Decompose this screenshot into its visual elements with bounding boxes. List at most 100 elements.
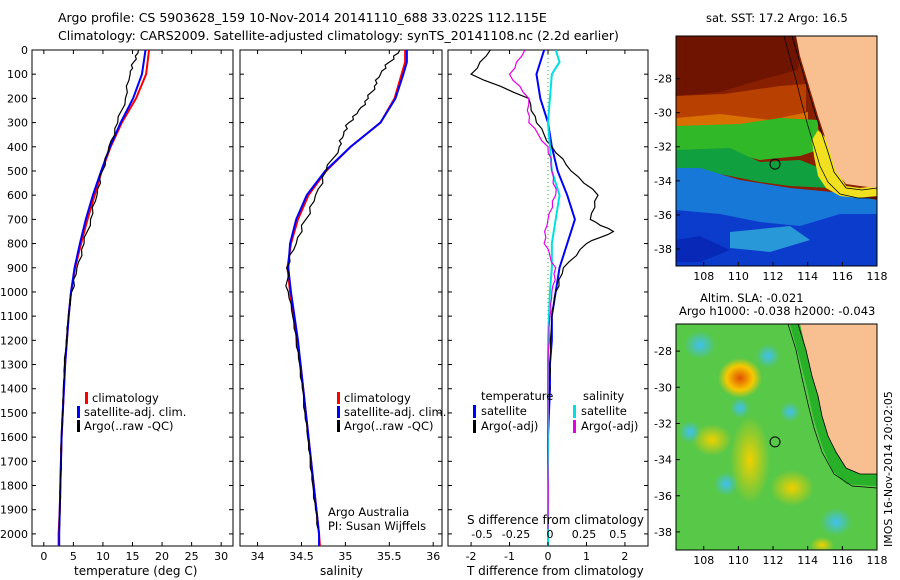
map-y-tick-label: -36: [654, 490, 672, 503]
temperature-xlabel: temperature (deg C): [74, 564, 197, 578]
depth-axis: 0 100 200 300 400 500 600 700 800 900 1000 1100 1200…: [0, 44, 648, 541]
legend-swatch-t-argo: [473, 420, 476, 433]
legend-label-climatology: climatology: [344, 391, 411, 405]
sst-float-marker: [769, 158, 781, 170]
map-x-tick-label: 108: [693, 270, 714, 283]
depth-tick-label: 1500: [0, 407, 28, 420]
temperature-legend: climatology satellite-adj. clim. Argo(..…: [77, 391, 186, 433]
map-x-tick-label: 108: [693, 554, 714, 567]
sla-map-image: [676, 324, 877, 550]
legend-swatch-satellite: [337, 406, 340, 418]
series-line-salinity-argo-adj-: [508, 50, 557, 530]
legend-label-argo: Argo(..raw -QC): [84, 419, 174, 433]
difference-top-title: S difference from climatology: [467, 513, 644, 527]
legend-label-argo: Argo(..raw -QC): [344, 419, 434, 433]
sla-float-marker: [769, 436, 781, 448]
depth-tick-label: 1400: [0, 383, 28, 396]
header-line-2: Climatology: CARS2009. Satellite-adjuste…: [58, 28, 619, 43]
sla-map-title: Altim. SLA: -0.021: [700, 291, 804, 305]
legend-label-climatology: climatology: [92, 391, 159, 405]
x-tick-label: 34: [251, 550, 265, 563]
top-x-tick-label: -0.25: [502, 528, 530, 541]
map-x-tick-label: 112: [763, 554, 784, 567]
x-tick-label: 15: [126, 550, 140, 563]
legend-title-salinity: salinity: [583, 389, 624, 403]
map-x-tick-label: 114: [797, 270, 818, 283]
series-line-argo-raw-qc-: [285, 50, 401, 530]
series-line-satellite-adj-clim-: [287, 50, 408, 546]
map-y-tick-label: -38: [654, 243, 672, 256]
map-x-tick-label: 116: [832, 554, 853, 567]
depth-tick-label: 0: [21, 44, 28, 57]
x-tick-label: 35.5: [377, 550, 402, 563]
depth-tick-label: 1300: [0, 359, 28, 372]
legend-label-satellite: satellite-adj. clim.: [84, 405, 186, 419]
x-tick-label: 36: [426, 550, 440, 563]
temperature-panel-frame: [31, 49, 234, 547]
legend-label-s-satellite: satellite: [581, 404, 627, 418]
legend-swatch-argo: [77, 420, 80, 432]
depth-tick-label: 400: [7, 141, 28, 154]
legend-swatch-satellite: [77, 406, 80, 418]
legend-swatch-s-argo: [573, 420, 576, 433]
series-line-salinity-satellite: [546, 50, 561, 546]
map-x-tick-label: 114: [797, 554, 818, 567]
map-y-tick-label: -32: [654, 141, 672, 154]
difference-xlabel: T difference from climatology: [466, 564, 644, 578]
header-line-1: Argo profile: CS 5903628_159 10-Nov-2014…: [58, 10, 547, 25]
x-tick-label: 30: [214, 550, 228, 563]
depth-tick-label: 900: [7, 262, 28, 275]
map-y-tick-label: -34: [654, 175, 672, 188]
top-x-tick-label: 0.25: [572, 528, 597, 541]
top-x-tick-label: 0: [547, 528, 554, 541]
sla-map-subtitle: Argo h1000: -0.038 h2000: -0.043: [679, 304, 875, 318]
difference-legend: temperature satellite Argo(-adj) salinit…: [473, 389, 638, 433]
legend-label-satellite: satellite-adj. clim.: [344, 405, 446, 419]
map-x-tick-label: 118: [867, 270, 888, 283]
difference-x-axis: -2 -1 0 1 2 -0.5 -0.25 0 0.25 0.5: [466, 50, 628, 563]
legend-title-temperature: temperature: [481, 389, 553, 403]
map-y-tick-label: -28: [654, 345, 672, 358]
depth-tick-label: 800: [7, 238, 28, 251]
legend-label-t-satellite: satellite: [481, 404, 527, 418]
x-tick-label: -2: [466, 550, 477, 563]
map-x-tick-label: 112: [763, 270, 784, 283]
map-y-tick-label: -30: [654, 107, 672, 120]
sst-map-title: sat. SST: 17.2 Argo: 16.5: [706, 11, 848, 25]
depth-tick-label: 1800: [0, 480, 28, 493]
temperature-plot: [57, 50, 151, 546]
map-x-tick-label: 116: [832, 270, 853, 283]
depth-tick-label: 200: [7, 92, 28, 105]
depth-tick-label: 300: [7, 117, 28, 130]
depth-tick-label: 2000: [0, 528, 28, 541]
legend-swatch-s-satellite: [573, 405, 576, 418]
x-tick-label: -1: [504, 550, 515, 563]
top-x-tick-label: -0.5: [471, 528, 492, 541]
depth-tick-label: 1100: [0, 310, 28, 323]
legend-label-t-argo: Argo(-adj): [481, 419, 538, 433]
map-y-tick-label: -32: [654, 417, 672, 430]
sst-map-image: [676, 36, 877, 266]
depth-tick-label: 100: [7, 68, 28, 81]
annotation-pi: PI: Susan Wijffels: [328, 519, 426, 533]
depth-tick-label: 1000: [0, 286, 28, 299]
map-y-tick-label: -30: [654, 381, 672, 394]
legend-swatch-climatology: [337, 392, 340, 404]
legend-swatch-climatology: [85, 392, 88, 404]
x-tick-label: 10: [96, 550, 110, 563]
series-line-argo-raw-qc-: [58, 50, 140, 530]
legend-swatch-t-satellite: [473, 405, 476, 418]
legend-swatch-argo: [337, 420, 340, 432]
temperature-x-axis: 0 5 10 15 20 25 30: [40, 50, 228, 563]
x-tick-label: 2: [621, 550, 628, 563]
x-tick-label: 25: [185, 550, 199, 563]
depth-tick-label: 500: [7, 165, 28, 178]
difference-plot: [470, 50, 615, 546]
top-x-tick-label: 0.5: [609, 528, 627, 541]
depth-tick-label: 700: [7, 213, 28, 226]
map-x-tick-label: 110: [728, 270, 749, 283]
depth-tick-label: 1600: [0, 431, 28, 444]
salinity-xlabel: salinity: [320, 564, 363, 578]
salinity-legend: climatology satellite-adj. clim. Argo(..…: [328, 391, 446, 533]
depth-tick-label: 1200: [0, 334, 28, 347]
